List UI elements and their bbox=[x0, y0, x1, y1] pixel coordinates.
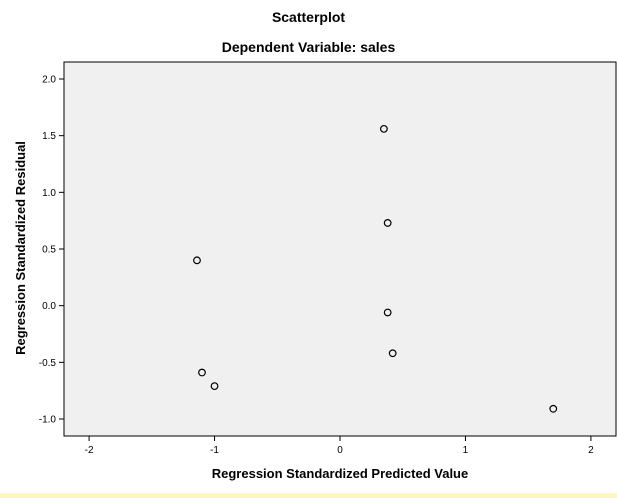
data-point bbox=[549, 404, 558, 413]
data-point bbox=[380, 124, 388, 133]
data-points bbox=[193, 124, 558, 413]
y-tick-label: 2.0 bbox=[42, 75, 56, 86]
chart-subtitle: Dependent Variable: sales bbox=[221, 39, 396, 55]
y-axis-label: Regression Standardized Residual bbox=[13, 141, 28, 355]
data-point bbox=[383, 308, 392, 317]
y-tick-label: 1.0 bbox=[42, 188, 56, 199]
x-tick-label: 2 bbox=[588, 445, 594, 456]
chart-title: Scatterplot bbox=[271, 9, 346, 25]
y-tick-label: 0.0 bbox=[42, 301, 56, 312]
status-strip bbox=[0, 493, 617, 498]
plot-area bbox=[63, 61, 617, 437]
data-point bbox=[193, 256, 201, 265]
data-point bbox=[210, 382, 219, 391]
data-point bbox=[383, 219, 392, 227]
axes: 2.0 1.5 1.0 0.5 0.0 -0.5 -1.0 -2 -1 0 1 2 bbox=[39, 75, 594, 457]
x-axis-label: Regression Standardized Predicted Value bbox=[212, 466, 468, 481]
x-tick-label: -1 bbox=[210, 445, 219, 456]
data-point bbox=[198, 368, 206, 377]
x-tick-label: 0 bbox=[337, 445, 343, 456]
data-point bbox=[388, 349, 397, 358]
x-tick-label: -2 bbox=[85, 445, 94, 456]
y-tick-label: 1.5 bbox=[42, 131, 56, 142]
y-tick-label: -0.5 bbox=[39, 358, 57, 369]
x-tick-label: 1 bbox=[463, 445, 469, 456]
y-tick-label: -1.0 bbox=[39, 415, 57, 426]
y-tick-label: 0.5 bbox=[42, 245, 56, 256]
